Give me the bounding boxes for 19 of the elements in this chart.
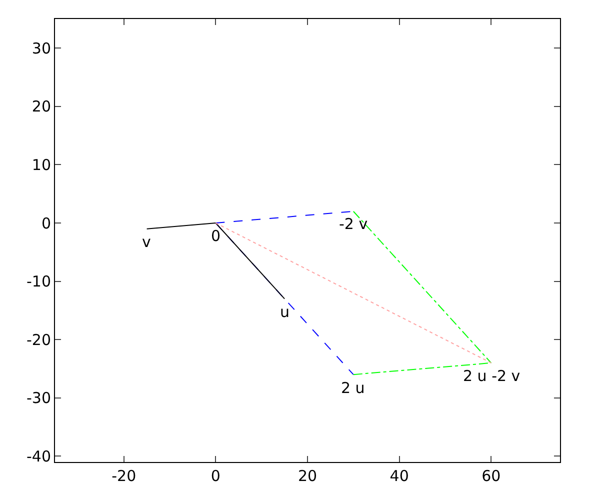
- x-tick-label: 20: [298, 467, 318, 485]
- x-tick-label: 0: [210, 467, 220, 485]
- annotation: 2 u: [341, 379, 365, 397]
- y-tick-label: 0: [41, 214, 51, 232]
- y-tick-label: -20: [26, 330, 51, 349]
- annotation: -2 v: [339, 215, 368, 233]
- y-tick-label: -30: [26, 389, 51, 408]
- x-tick-label: 40: [390, 467, 409, 485]
- annotation: 2 u -2 v: [463, 367, 520, 385]
- y-tick-label: 30: [32, 39, 51, 58]
- annotation: 0: [211, 227, 221, 245]
- y-tick-label: 20: [32, 98, 51, 116]
- y-tick-label: 10: [32, 156, 51, 174]
- annotation: v: [142, 233, 151, 251]
- x-tick-label: 60: [482, 467, 501, 485]
- annotation: u: [280, 303, 290, 321]
- y-tick-label: -10: [26, 272, 51, 291]
- x-tick-label: -20: [112, 467, 136, 485]
- y-tick-label: -40: [26, 447, 51, 466]
